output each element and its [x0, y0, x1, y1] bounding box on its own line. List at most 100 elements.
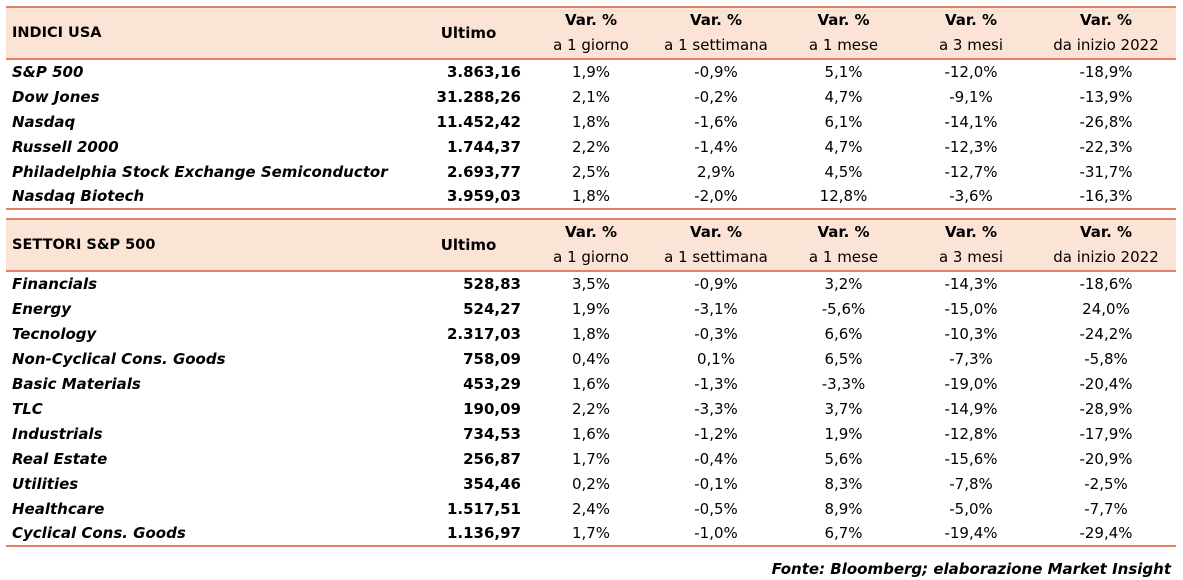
- period-header: Var. % a 1 giorno: [531, 7, 651, 59]
- row-name: Industrials: [12, 424, 103, 443]
- row-w1: 0,1%: [696, 349, 736, 368]
- row-d1: 2,5%: [571, 162, 611, 181]
- row-last: 524,27: [463, 299, 521, 318]
- row-d1: 1,8%: [571, 324, 611, 343]
- row-d1: 1,6%: [571, 424, 611, 443]
- row-m1: 12,8%: [781, 184, 906, 210]
- row-ytd: -24,2%: [1079, 324, 1133, 343]
- row-d1: 0,2%: [571, 474, 611, 493]
- row-name: Energy: [12, 299, 72, 318]
- row-m3: -15,0%: [944, 299, 998, 318]
- period-header: Var. % da inizio 2022: [1036, 219, 1176, 271]
- row-d1: 1,9%: [571, 299, 611, 318]
- row-name: Financials: [6, 270, 406, 296]
- row-m1: 4,7%: [824, 87, 863, 106]
- row-m3: -14,3%: [906, 270, 1036, 296]
- settori-row: Financials 528,83 3,5% -0,9% 3,2% -14,3% -18,6…: [6, 270, 1176, 296]
- source-note: Fonte: Bloomberg; elaborazione Market In…: [771, 560, 1171, 578]
- settori-row: Real Estate 256,87 1,7% -0,4% 5,6% -15,6% -20,…: [6, 446, 1176, 471]
- period-header-label: a 3 mesi: [938, 248, 1004, 266]
- row-d1: 1,8%: [571, 112, 611, 131]
- row-m3: -3,6%: [906, 184, 1036, 210]
- row-m3: -19,4%: [906, 521, 1036, 547]
- row-ytd: -20,9%: [1079, 449, 1133, 468]
- row-name: TLC: [12, 399, 43, 418]
- row-m3: -12,7%: [944, 162, 998, 181]
- period-header-label: a 3 mesi: [938, 36, 1004, 54]
- row-last: 1.136,97: [406, 521, 531, 547]
- row-m3: -12,0%: [906, 58, 1036, 84]
- period-header-top: Var. %: [944, 11, 998, 29]
- ultimo-header: Ultimo: [440, 23, 497, 42]
- period-header-top: Var. %: [689, 223, 743, 241]
- row-ytd: 24,0%: [1082, 299, 1130, 318]
- row-name: Cyclical Cons. Goods: [6, 521, 406, 547]
- indici-row: Dow Jones 31.288,26 2,1% -0,2% 4,7% -9,1% -13,…: [6, 84, 1176, 109]
- row-m1: 8,3%: [824, 474, 863, 493]
- row-ytd: -5,8%: [1084, 349, 1128, 368]
- row-w1: -0,1%: [694, 474, 738, 493]
- row-name: Non-Cyclical Cons. Goods: [12, 349, 226, 368]
- period-header-top: Var. %: [817, 11, 870, 29]
- indici-row: Philadelphia Stock Exchange Semiconducto…: [6, 159, 1176, 184]
- row-last: 3.959,03: [406, 184, 531, 210]
- row-last: 734,53: [463, 424, 521, 443]
- row-m1: 6,6%: [824, 324, 863, 343]
- row-last: 256,87: [463, 449, 521, 468]
- settori-row: TLC 190,09 2,2% -3,3% 3,7% -14,9% -28,9%: [6, 396, 1176, 421]
- row-d1: 1,6%: [571, 374, 611, 393]
- row-m3: -15,6%: [944, 449, 998, 468]
- row-d1: 2,2%: [571, 137, 611, 156]
- period-header-label: a 1 mese: [808, 36, 879, 54]
- period-header-top: Var. %: [564, 223, 618, 241]
- row-d1: 3,5%: [531, 270, 651, 296]
- row-last: 758,09: [463, 349, 521, 368]
- row-m3: -12,3%: [944, 137, 998, 156]
- row-m3: -5,0%: [949, 499, 993, 518]
- row-ytd: -16,3%: [1036, 184, 1176, 210]
- row-d1: 2,2%: [571, 399, 611, 418]
- row-ytd: -29,4%: [1036, 521, 1176, 547]
- row-name: Utilities: [12, 474, 79, 493]
- row-m3: -9,1%: [949, 87, 993, 106]
- row-m1: -3,3%: [821, 374, 866, 393]
- period-header-top: Var. %: [1079, 223, 1133, 241]
- row-last: 31.288,26: [436, 87, 521, 106]
- period-header-label: da inizio 2022: [1053, 36, 1159, 54]
- row-last: 528,83: [406, 270, 531, 296]
- row-name: Nasdaq Biotech: [6, 184, 406, 210]
- row-w1: -3,3%: [694, 399, 738, 418]
- period-header-label: a 1 settimana: [664, 248, 768, 266]
- ultimo-header: Ultimo: [440, 235, 497, 254]
- row-w1: -0,9%: [651, 270, 781, 296]
- row-name: Basic Materials: [12, 374, 141, 393]
- indici-row: Nasdaq Biotech 3.959,03 1,8% -2,0% 12,8% -3,6…: [6, 184, 1176, 210]
- section-gap-cell: [6, 209, 1176, 219]
- row-ytd: -31,7%: [1079, 162, 1133, 181]
- settori-row: Industrials 734,53 1,6% -1,2% 1,9% -12,8% -17,…: [6, 421, 1176, 446]
- row-w1: -3,1%: [694, 299, 738, 318]
- row-d1: 1,8%: [531, 184, 651, 210]
- section-gap: [6, 209, 1176, 219]
- period-header-label: da inizio 2022: [1053, 248, 1159, 266]
- row-w1: -1,6%: [694, 112, 738, 131]
- row-w1: -1,0%: [651, 521, 781, 547]
- period-header-top: Var. %: [564, 11, 618, 29]
- period-header-label: a 1 giorno: [553, 248, 629, 266]
- row-w1: -0,5%: [694, 499, 738, 518]
- row-m1: 6,1%: [824, 112, 863, 131]
- period-header: Var. % a 1 mese: [781, 219, 906, 271]
- row-m3: -7,3%: [949, 349, 993, 368]
- row-w1: -1,2%: [694, 424, 738, 443]
- row-d1: 2,1%: [571, 87, 611, 106]
- row-m3: -14,9%: [944, 399, 998, 418]
- row-m1: 6,5%: [824, 349, 863, 368]
- row-m1: 3,2%: [781, 270, 906, 296]
- row-ytd: -17,9%: [1079, 424, 1133, 443]
- row-last: 2.693,77: [446, 162, 521, 181]
- period-header: Var. % a 3 mesi: [906, 7, 1036, 59]
- row-last: 354,46: [463, 474, 521, 493]
- row-w1: -0,9%: [651, 58, 781, 84]
- settori-row: Cyclical Cons. Goods 1.136,97 1,7% -1,0% 6,7…: [6, 521, 1176, 547]
- row-ytd: -7,7%: [1084, 499, 1128, 518]
